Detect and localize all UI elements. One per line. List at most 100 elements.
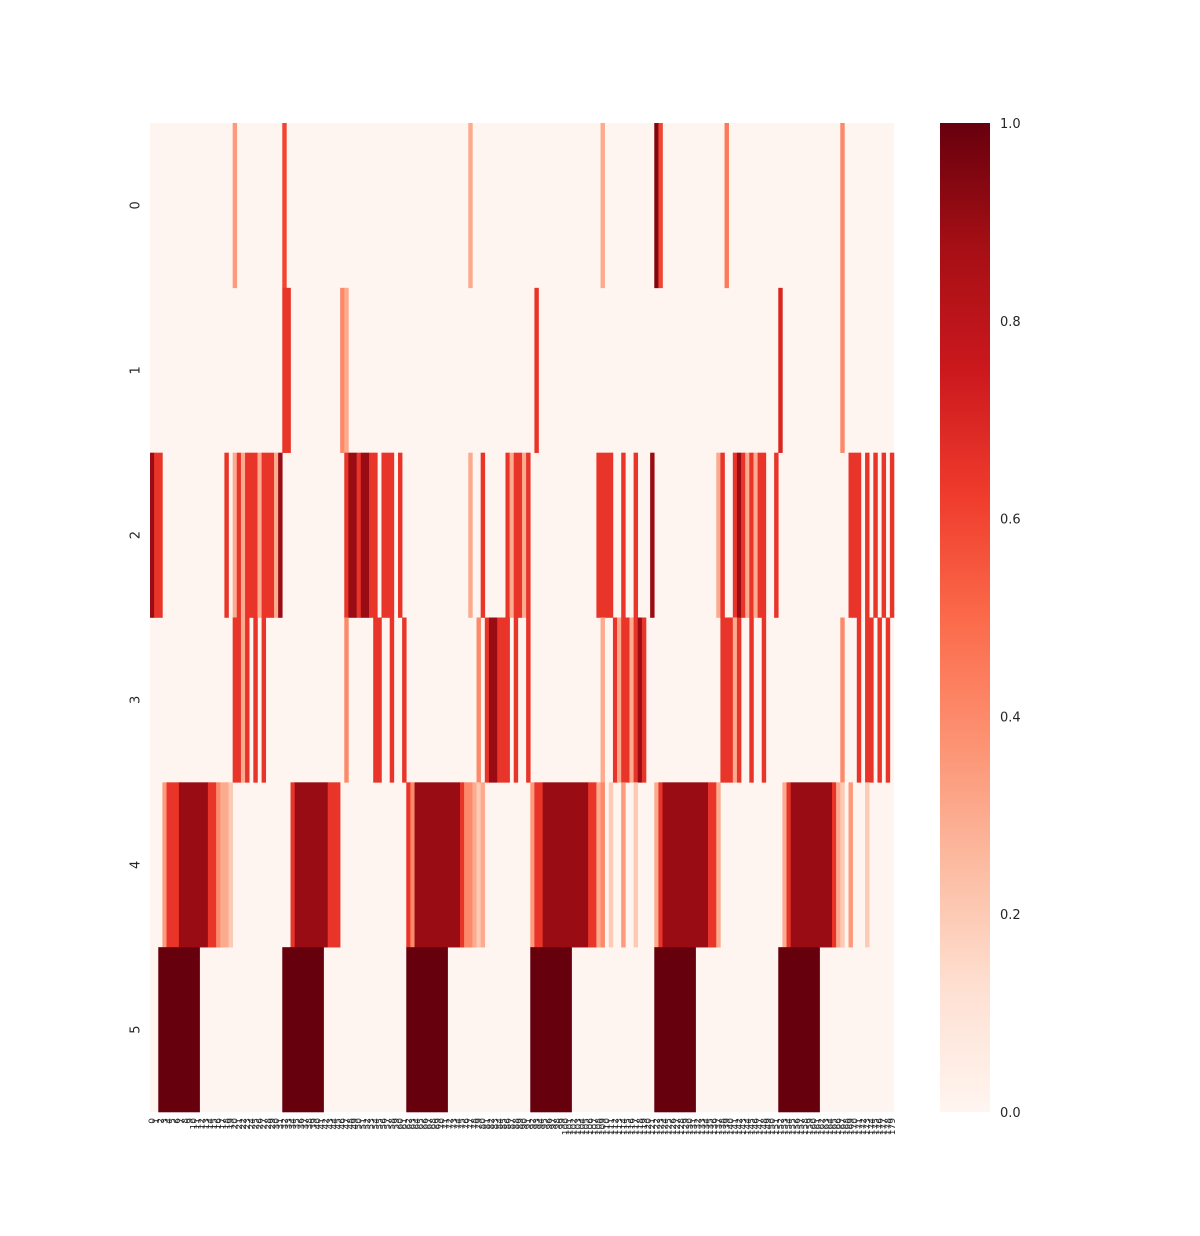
- heatmap-cell: [526, 618, 530, 783]
- heatmap-cell: [468, 453, 472, 618]
- y-tick-label: 5: [129, 1025, 144, 1033]
- heatmap-cell: [291, 782, 295, 947]
- heatmap-cell: [530, 947, 572, 1112]
- heatmap-cell: [634, 618, 638, 783]
- colorbar: [940, 123, 990, 1112]
- heatmap-cell: [634, 453, 638, 618]
- heatmap-cell: [295, 782, 328, 947]
- heatmap-cell: [762, 618, 766, 783]
- heatmap-cell: [534, 288, 538, 453]
- heatmap-cell: [415, 782, 461, 947]
- heatmap-cell: [588, 782, 597, 947]
- heatmap-cell: [865, 453, 869, 618]
- heatmap-cell: [514, 618, 518, 783]
- heatmap-cell: [658, 123, 662, 288]
- heatmap-cell: [617, 618, 621, 783]
- heatmap-cell: [650, 453, 654, 618]
- heatmap-cell: [720, 618, 733, 783]
- colorbar-tick-label: 1.0: [1000, 117, 1021, 132]
- heatmap-cell: [340, 288, 344, 453]
- heatmap-cell: [613, 618, 617, 783]
- heatmap-cell: [233, 453, 237, 618]
- heatmap-cell: [477, 782, 481, 947]
- heatmap-cell: [505, 453, 509, 618]
- heatmap-cell: [745, 453, 749, 618]
- heatmap-cell: [873, 453, 877, 618]
- heatmap-cell: [621, 782, 625, 947]
- heatmap-cell: [485, 618, 489, 783]
- heatmap-cell: [737, 453, 741, 618]
- colorbar-tick-label: 0.2: [1000, 908, 1021, 923]
- heatmap-cell: [753, 453, 757, 618]
- heatmap-cell: [237, 453, 241, 618]
- heatmap-cell: [596, 453, 605, 618]
- heatmap-cell: [543, 782, 589, 947]
- y-axis: 012345: [129, 201, 144, 1033]
- y-tick-label: 0: [129, 201, 144, 209]
- heatmap-cell: [262, 453, 275, 618]
- heatmap-cell: [245, 453, 258, 618]
- heatmap-cell: [758, 453, 767, 618]
- heatmap-cell: [274, 453, 278, 618]
- heatmap-cell: [381, 453, 394, 618]
- heatmap-cell: [832, 782, 836, 947]
- heatmap-cell: [410, 782, 414, 947]
- heatmap-cell: [179, 782, 208, 947]
- heatmap-cell: [406, 947, 448, 1112]
- heatmap-cell: [406, 782, 410, 947]
- heatmap-cell: [472, 782, 476, 947]
- heatmap-cell: [601, 618, 605, 783]
- colorbar-tick-label: 0.4: [1000, 710, 1021, 725]
- colorbar-tick-label: 0.0: [1000, 1106, 1021, 1121]
- heatmap-cell: [348, 453, 357, 618]
- heatmap-cell: [720, 453, 724, 618]
- heatmap-cell: [402, 618, 406, 783]
- heatmap-cell: [377, 618, 381, 783]
- y-tick-label: 1: [129, 366, 144, 374]
- heatmap-cell: [253, 618, 257, 783]
- x-axis: 0123456789101112131415161718192021222324…: [148, 1118, 898, 1135]
- heatmap-cell: [522, 453, 526, 618]
- heatmap-cell: [865, 782, 869, 947]
- heatmap-cell: [663, 782, 709, 947]
- heatmap-cell: [654, 123, 658, 288]
- heatmap-cell: [849, 453, 862, 618]
- heatmap-cell: [278, 453, 282, 618]
- heatmap-cell: [282, 947, 324, 1112]
- heatmap-cell: [344, 618, 348, 783]
- heatmap-cell: [154, 453, 163, 618]
- heatmap-cell: [857, 618, 861, 783]
- y-tick-label: 4: [129, 861, 144, 869]
- heatmap-cell: [778, 288, 782, 453]
- heatmap-cell: [658, 782, 662, 947]
- heatmap-cell: [489, 618, 498, 783]
- heatmap-cell: [605, 453, 614, 618]
- heatmap-cell: [216, 782, 220, 947]
- heatmap-cell: [890, 453, 894, 618]
- heatmap-cell: [654, 947, 696, 1112]
- heatmap-cell: [208, 782, 217, 947]
- heatmap-cell: [167, 782, 180, 947]
- heatmap-cell: [882, 453, 886, 618]
- heatmap-cell: [229, 782, 233, 947]
- heatmap-cell: [262, 618, 266, 783]
- heatmap-cell: [245, 618, 249, 783]
- heatmap-cell: [849, 782, 853, 947]
- heatmap-cell: [357, 453, 361, 618]
- heatmap-cell: [373, 618, 377, 783]
- heatmap-cell: [481, 453, 485, 618]
- heatmap-cell: [601, 123, 605, 288]
- heatmap-cell: [328, 782, 341, 947]
- heatmap-cell: [708, 782, 717, 947]
- heatmap-cell: [398, 453, 402, 618]
- heatmap-cell: [241, 453, 245, 618]
- heatmap-cell: [468, 123, 472, 288]
- heatmap-cell: [749, 618, 753, 783]
- colorbar-tick-label: 0.6: [1000, 513, 1021, 528]
- heatmap-cell: [787, 782, 791, 947]
- heatmap-area: [150, 123, 894, 1112]
- heatmap-cell: [638, 618, 642, 783]
- heatmap-cell: [282, 288, 291, 453]
- heatmap-cell: [836, 782, 840, 947]
